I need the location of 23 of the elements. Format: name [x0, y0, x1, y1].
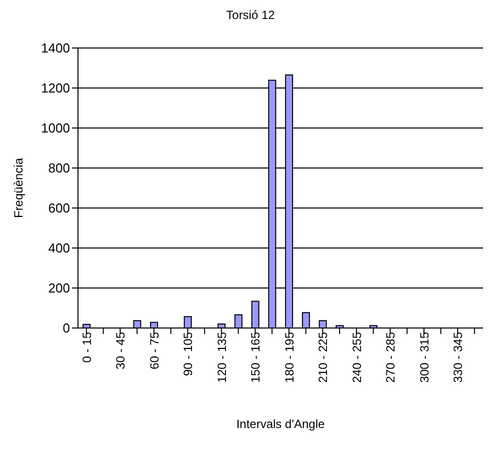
x-tick-label: 270 - 285 [384, 332, 398, 383]
y-tick-label: 0 [62, 320, 70, 336]
y-tick-label: 1000 [41, 120, 70, 136]
x-tick-label: 0 - 15 [80, 332, 94, 363]
y-tick-label: 800 [48, 160, 70, 176]
x-tick-label: 60 - 75 [147, 332, 162, 370]
chart-title: Torsió 12 [225, 8, 276, 24]
y-tick-label: 600 [48, 200, 70, 216]
x-tick-label: 240 - 255 [350, 332, 364, 383]
y-tick-label: 1400 [41, 40, 70, 56]
x-tick-label: 90 - 105 [181, 332, 196, 376]
x-tick-label: 300 - 315 [417, 332, 432, 383]
y-tick-label: 200 [48, 280, 70, 296]
y-tick-label: 1200 [41, 80, 70, 96]
x-tick-label: 330 - 345 [451, 332, 466, 383]
x-tick-label: 210 - 225 [316, 332, 330, 383]
x-axis-title: Intervals d'Angle [236, 417, 325, 431]
y-axis-title: Freqüència [11, 158, 26, 218]
y-tick-label: 400 [48, 240, 70, 256]
x-tick-label: 180 - 195 [282, 332, 296, 383]
x-tick-label: 120 - 135 [214, 332, 229, 383]
x-tick-label: 30 - 45 [114, 332, 128, 370]
x-tick-label: 150 - 165 [248, 332, 263, 383]
